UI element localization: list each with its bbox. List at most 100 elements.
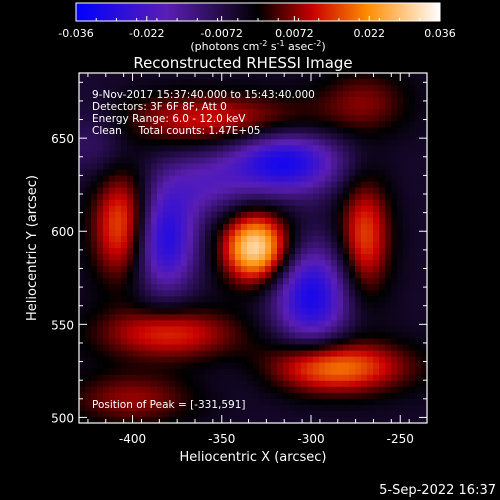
heatmap-pixel bbox=[127, 133, 134, 140]
heatmap-pixel bbox=[385, 103, 392, 110]
heatmap-pixel bbox=[325, 199, 332, 207]
heatmap-pixel bbox=[157, 368, 164, 376]
heatmap-pixel bbox=[235, 223, 242, 231]
heatmap-pixel bbox=[157, 416, 164, 424]
heatmap-pixel bbox=[385, 332, 392, 340]
heatmap-pixel bbox=[115, 235, 122, 243]
heatmap-pixel bbox=[139, 175, 146, 183]
heatmap-pixel bbox=[109, 193, 116, 201]
heatmap-pixel bbox=[313, 229, 320, 237]
heatmap-pixel bbox=[409, 326, 416, 334]
heatmap-pixel bbox=[295, 175, 302, 183]
heatmap-pixel bbox=[259, 302, 266, 309]
heatmap-pixel bbox=[283, 205, 290, 213]
heatmap-pixel bbox=[217, 386, 224, 394]
heatmap-pixel bbox=[211, 380, 218, 388]
heatmap-pixel bbox=[343, 326, 350, 334]
heatmap-pixel bbox=[403, 296, 410, 303]
heatmap-pixel bbox=[109, 199, 116, 207]
heatmap-pixel bbox=[223, 241, 230, 249]
heatmap-pixel bbox=[229, 85, 236, 92]
heatmap-pixel bbox=[289, 229, 296, 237]
heatmap-pixel bbox=[229, 338, 236, 346]
heatmap-pixel bbox=[373, 223, 380, 231]
heatmap-pixel bbox=[91, 175, 98, 183]
heatmap-pixel bbox=[397, 248, 404, 255]
heatmap-pixel bbox=[85, 320, 92, 328]
heatmap-pixel bbox=[415, 380, 422, 388]
heatmap-pixel bbox=[421, 193, 428, 201]
heatmap-pixel bbox=[241, 193, 248, 201]
heatmap-pixel bbox=[367, 157, 374, 165]
heatmap-pixel bbox=[163, 374, 170, 382]
heatmap-pixel bbox=[247, 260, 254, 267]
heatmap-pixel bbox=[157, 404, 164, 412]
heatmap-pixel bbox=[91, 296, 98, 303]
heatmap-pixel bbox=[175, 296, 182, 303]
heatmap-pixel bbox=[361, 320, 368, 328]
heatmap-pixel bbox=[193, 248, 200, 255]
heatmap-pixel bbox=[289, 73, 296, 80]
heatmap-pixel bbox=[211, 320, 218, 328]
heatmap-pixel bbox=[295, 248, 302, 255]
heatmap-pixel bbox=[127, 332, 134, 340]
heatmap-pixel bbox=[145, 115, 152, 122]
heatmap-pixel bbox=[79, 151, 86, 159]
heatmap-pixel bbox=[367, 290, 374, 297]
heatmap-pixel bbox=[181, 350, 188, 358]
heatmap-pixel bbox=[403, 187, 410, 195]
heatmap-pixel bbox=[229, 344, 236, 352]
heatmap-pixel bbox=[355, 350, 362, 358]
heatmap-pixel bbox=[91, 103, 98, 110]
heatmap-pixel bbox=[121, 211, 128, 219]
heatmap-pixel bbox=[229, 398, 236, 406]
heatmap-pixel bbox=[277, 290, 284, 297]
heatmap-pixel bbox=[421, 157, 428, 165]
heatmap-pixel bbox=[223, 205, 230, 213]
heatmap-pixel bbox=[223, 175, 230, 183]
heatmap-pixel bbox=[319, 272, 326, 279]
heatmap-pixel bbox=[115, 229, 122, 237]
colorbar-tick-label: -0.0072 bbox=[200, 27, 242, 40]
heatmap-pixel bbox=[247, 115, 254, 122]
heatmap-pixel bbox=[91, 109, 98, 116]
heatmap-pixel bbox=[301, 175, 308, 183]
heatmap-pixel bbox=[331, 73, 338, 80]
heatmap-pixel bbox=[391, 350, 398, 358]
heatmap-pixel bbox=[253, 187, 260, 195]
heatmap-pixel bbox=[247, 320, 254, 328]
heatmap-pixel bbox=[403, 211, 410, 219]
heatmap-pixel bbox=[211, 193, 218, 201]
heatmap-pixel bbox=[193, 398, 200, 406]
heatmap-pixel bbox=[325, 157, 332, 165]
heatmap-pixel bbox=[313, 97, 320, 104]
heatmap-pixel bbox=[337, 404, 344, 412]
heatmap-pixel bbox=[103, 314, 110, 322]
heatmap-pixel bbox=[301, 278, 308, 285]
heatmap-pixel bbox=[385, 217, 392, 225]
heatmap-pixel bbox=[241, 356, 248, 364]
heatmap-pixel bbox=[247, 326, 254, 334]
heatmap-pixel bbox=[277, 368, 284, 376]
heatmap-pixel bbox=[379, 254, 386, 261]
heatmap-pixel bbox=[415, 416, 422, 424]
heatmap-pixel bbox=[241, 133, 248, 140]
heatmap-pixel bbox=[157, 332, 164, 340]
heatmap-pixel bbox=[163, 398, 170, 406]
heatmap-pixel bbox=[169, 362, 176, 370]
heatmap-pixel bbox=[223, 398, 230, 406]
heatmap-pixel bbox=[247, 235, 254, 243]
heatmap-pixel bbox=[151, 229, 158, 237]
heatmap-pixel bbox=[211, 296, 218, 303]
heatmap-pixel bbox=[103, 356, 110, 364]
heatmap-pixel bbox=[211, 314, 218, 322]
heatmap-pixel bbox=[361, 217, 368, 225]
heatmap-pixel bbox=[301, 151, 308, 159]
heatmap-pixel bbox=[403, 223, 410, 231]
heatmap-pixel bbox=[265, 356, 272, 364]
heatmap-pixel bbox=[337, 392, 344, 400]
heatmap-pixel bbox=[355, 356, 362, 364]
heatmap-pixel bbox=[325, 79, 332, 86]
heatmap-pixel bbox=[379, 79, 386, 86]
heatmap-pixel bbox=[223, 392, 230, 400]
